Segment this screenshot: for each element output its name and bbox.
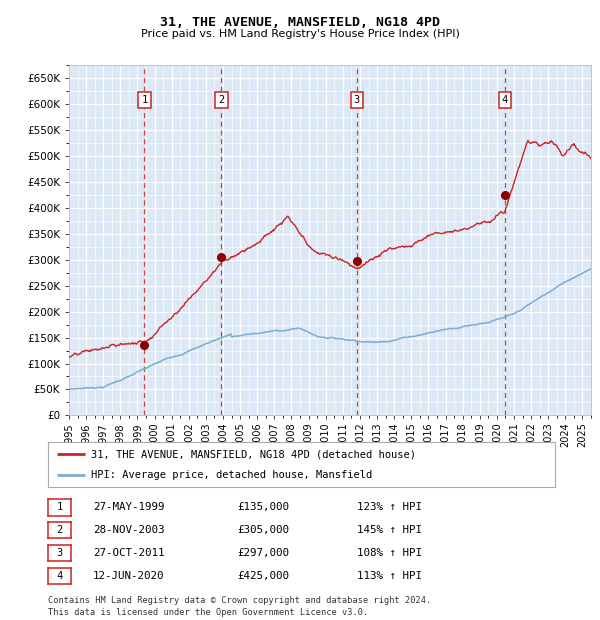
Text: 1: 1: [56, 502, 62, 512]
Text: 3: 3: [354, 95, 360, 105]
Text: 27-MAY-1999: 27-MAY-1999: [93, 502, 164, 512]
Text: £297,000: £297,000: [237, 548, 289, 558]
Text: 27-OCT-2011: 27-OCT-2011: [93, 548, 164, 558]
Text: 145% ↑ HPI: 145% ↑ HPI: [357, 525, 422, 535]
Text: 31, THE AVENUE, MANSFIELD, NG18 4PD: 31, THE AVENUE, MANSFIELD, NG18 4PD: [160, 16, 440, 29]
Text: Price paid vs. HM Land Registry's House Price Index (HPI): Price paid vs. HM Land Registry's House …: [140, 29, 460, 39]
Text: 1: 1: [142, 95, 148, 105]
Text: 2: 2: [56, 525, 62, 535]
Text: 113% ↑ HPI: 113% ↑ HPI: [357, 571, 422, 581]
Text: 123% ↑ HPI: 123% ↑ HPI: [357, 502, 422, 512]
Text: 12-JUN-2020: 12-JUN-2020: [93, 571, 164, 581]
Text: HPI: Average price, detached house, Mansfield: HPI: Average price, detached house, Mans…: [91, 469, 373, 480]
Text: £135,000: £135,000: [237, 502, 289, 512]
Text: £305,000: £305,000: [237, 525, 289, 535]
Text: 3: 3: [56, 548, 62, 558]
Text: £425,000: £425,000: [237, 571, 289, 581]
Text: 108% ↑ HPI: 108% ↑ HPI: [357, 548, 422, 558]
Text: 2: 2: [218, 95, 224, 105]
Text: 28-NOV-2003: 28-NOV-2003: [93, 525, 164, 535]
Text: 31, THE AVENUE, MANSFIELD, NG18 4PD (detached house): 31, THE AVENUE, MANSFIELD, NG18 4PD (det…: [91, 449, 416, 459]
Text: Contains HM Land Registry data © Crown copyright and database right 2024.
This d: Contains HM Land Registry data © Crown c…: [48, 596, 431, 618]
Text: 4: 4: [502, 95, 508, 105]
Text: 4: 4: [56, 571, 62, 581]
